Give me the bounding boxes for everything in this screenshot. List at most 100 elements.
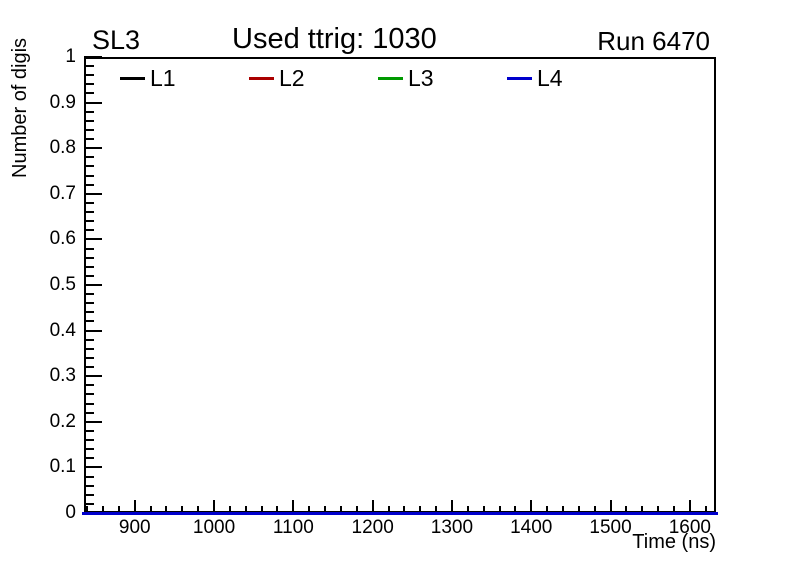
x-minor-tick [577,506,580,513]
x-minor-tick [514,506,517,513]
y-minor-tick [84,448,94,451]
y-minor-tick [84,92,94,95]
y-minor-tick [84,356,94,359]
x-minor-tick [546,506,549,513]
legend-line-marker-l4 [507,76,532,80]
y-minor-tick [84,338,94,341]
legend-line-marker-l3 [378,76,403,80]
y-minor-tick [84,247,94,250]
y-minor-tick [84,138,94,141]
y-minor-tick [84,302,94,305]
x-minor-tick [704,506,707,513]
legend-entry-l2: L2 [249,65,305,91]
x-minor-tick [228,506,231,513]
x-tick-label: 1300 [430,517,474,538]
plot-title: Used ttrig: 1030 [232,23,437,55]
x-minor-tick [387,506,390,513]
y-tick-label: 0.6 [49,228,76,250]
y-major-tick [84,101,102,104]
x-major-tick [688,500,691,513]
x-minor-tick [181,506,184,513]
y-major-tick [84,192,102,195]
y-minor-tick [84,174,94,177]
y-tick-label: 0.2 [49,410,76,432]
x-minor-tick [403,506,406,513]
x-minor-tick [672,506,675,513]
x-minor-tick [657,506,660,513]
y-minor-tick [84,165,94,168]
legend-entry-l1: L1 [120,65,176,91]
x-minor-tick [244,506,247,513]
legend-label-l3: L3 [408,64,434,91]
y-major-tick [84,466,102,469]
x-minor-tick [625,506,628,513]
y-minor-tick [84,256,94,259]
y-minor-tick [84,402,94,405]
y-minor-tick [84,475,94,478]
y-minor-tick [84,74,94,77]
y-major-tick [84,56,102,58]
series-line-l4 [82,512,718,515]
y-minor-tick [84,65,94,68]
plot-frame: L1 L2 L3 L4 [84,57,716,513]
x-tick-label: 1600 [668,517,711,538]
x-tick-label: 1500 [589,517,632,538]
x-minor-tick [308,506,311,513]
x-minor-tick [339,506,342,513]
x-minor-tick [260,506,263,513]
y-tick-label: 0.1 [49,456,76,478]
y-minor-tick [84,156,94,159]
y-minor-tick [84,439,94,442]
x-minor-tick [482,506,485,513]
y-major-tick [84,147,102,150]
run-number-label: Run 6470 [597,26,710,56]
x-minor-tick [641,506,644,513]
y-major-tick [84,329,102,332]
x-minor-tick [149,506,152,513]
y-minor-tick [84,229,94,232]
x-tick-label: 900 [118,517,151,538]
x-minor-tick [466,506,469,513]
x-major-tick [371,500,374,513]
y-minor-tick [84,110,94,113]
y-tick-label: 0.4 [49,319,76,341]
x-tick-label: 1000 [192,517,236,538]
y-minor-tick [84,83,94,86]
y-minor-tick [84,201,94,204]
legend-label-l4: L4 [537,64,563,91]
y-minor-tick [84,293,94,296]
x-tick-label: 1100 [272,517,314,538]
x-minor-tick [435,506,438,513]
x-major-tick [450,500,453,513]
x-minor-tick [498,506,501,513]
x-minor-tick [355,506,358,513]
y-minor-tick [84,320,94,323]
x-minor-tick [117,506,120,513]
y-major-tick [84,420,102,423]
x-minor-tick [102,506,105,513]
y-minor-tick [84,493,94,496]
legend-label-l2: L2 [279,64,305,91]
y-tick-label: 0 [65,502,76,523]
y-major-tick [84,375,102,378]
legend-line-marker-l1 [120,76,145,80]
legend-entry-l3: L3 [378,65,434,91]
x-tick-label: 1400 [510,517,553,538]
y-minor-tick [84,220,94,223]
y-tick-label: 1 [65,46,76,67]
x-minor-tick [561,506,564,513]
x-tick-label: 1200 [351,517,394,538]
y-minor-tick [84,429,94,432]
x-minor-tick [197,506,200,513]
y-minor-tick [84,265,94,268]
y-minor-tick [84,393,94,396]
x-major-tick [292,500,295,513]
y-minor-tick [84,366,94,369]
y-minor-tick [84,502,94,505]
x-minor-tick [86,506,89,513]
x-major-tick [609,500,612,513]
y-minor-tick [84,347,94,350]
y-major-tick [84,238,102,241]
y-tick-label: 0.5 [49,274,76,295]
